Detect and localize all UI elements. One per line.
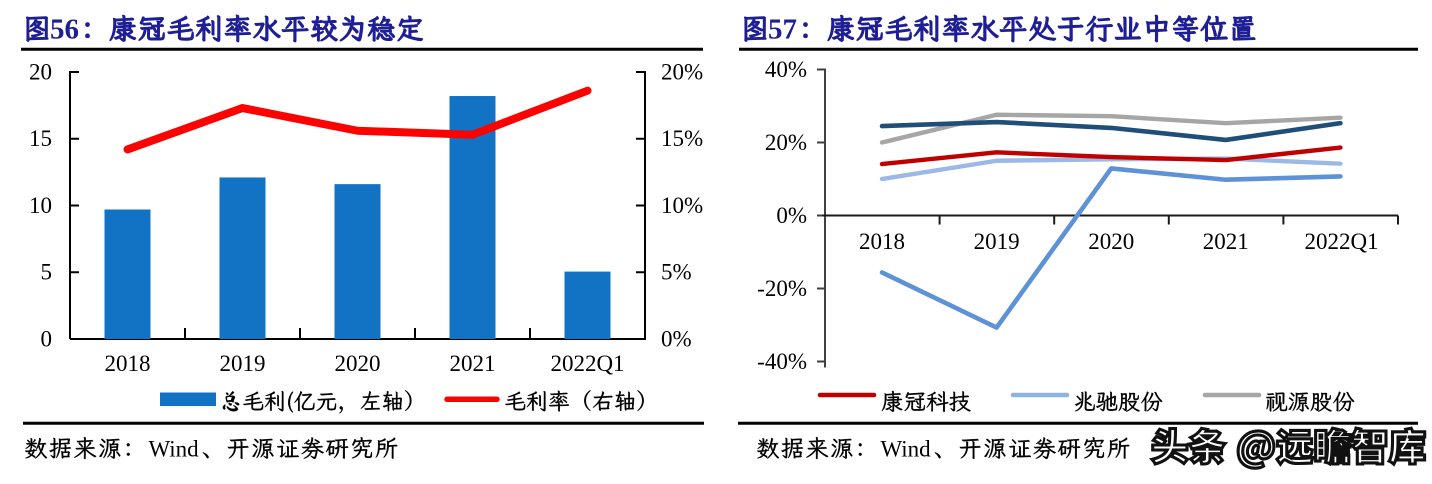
- svg-text:10%: 10%: [661, 193, 703, 218]
- svg-text:2020: 2020: [1088, 229, 1134, 254]
- svg-text:40%: 40%: [765, 57, 807, 82]
- svg-text:0%: 0%: [661, 326, 692, 351]
- svg-text:56: 56: [50, 14, 79, 46]
- svg-text:-40%: -40%: [757, 349, 807, 374]
- svg-text:-20%: -20%: [757, 276, 807, 301]
- svg-text:15: 15: [29, 126, 52, 151]
- svg-text:2022Q1: 2022Q1: [1304, 229, 1378, 254]
- svg-text:2018: 2018: [105, 351, 151, 376]
- svg-text:20: 20: [29, 59, 52, 84]
- svg-text:2021: 2021: [1203, 229, 1249, 254]
- svg-text:5%: 5%: [661, 260, 692, 285]
- svg-text:Wind: Wind: [149, 437, 200, 462]
- svg-text:Wind: Wind: [881, 437, 932, 462]
- svg-text:5: 5: [41, 260, 53, 285]
- svg-text:20%: 20%: [661, 59, 703, 84]
- svg-text:2019: 2019: [220, 351, 266, 376]
- svg-text:15%: 15%: [661, 126, 703, 151]
- svg-text:57: 57: [768, 14, 797, 46]
- svg-text:2019: 2019: [974, 229, 1020, 254]
- svg-text:10: 10: [29, 193, 52, 218]
- svg-text:2021: 2021: [450, 351, 496, 376]
- svg-text:0%: 0%: [776, 203, 807, 228]
- svg-text:0: 0: [41, 326, 53, 351]
- svg-text:2018: 2018: [859, 229, 905, 254]
- svg-text:20%: 20%: [765, 130, 807, 155]
- svg-text:2020: 2020: [335, 351, 381, 376]
- svg-text:2022Q1: 2022Q1: [550, 351, 624, 376]
